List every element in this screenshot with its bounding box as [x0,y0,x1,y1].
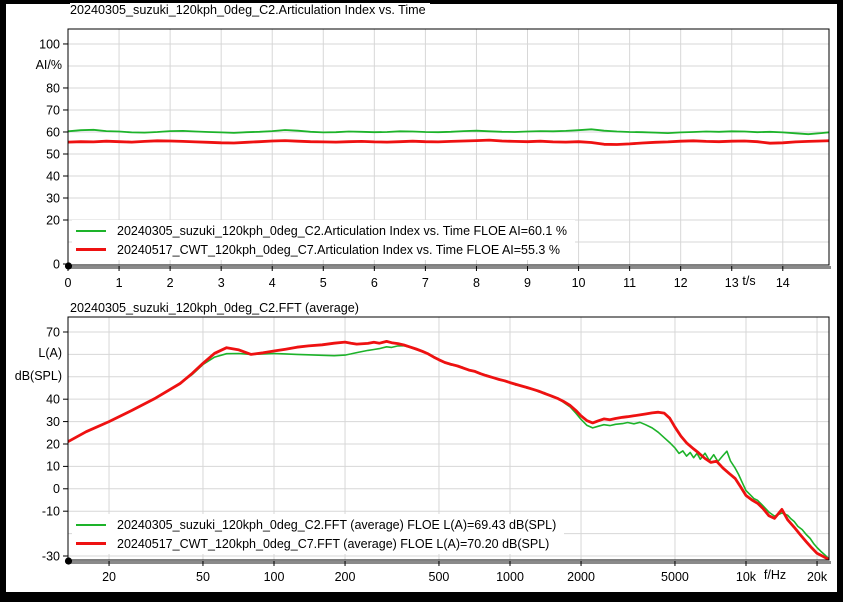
x-tick-label: 3 [218,276,225,290]
legend-label: 20240517_CWT_120kph_0deg_C7.Articulation… [117,242,560,257]
x-tick-label: 8 [473,276,480,290]
x-tick-label: 5000 [661,570,689,584]
x-tick-label: 100 [264,570,285,584]
x-tick-label: 7 [422,276,429,290]
chart-title-articulation-index: 20240305_suzuki_120kph_0deg_C2.Articulat… [70,3,430,17]
y-axis-unit-dbspl: dB(SPL) [14,369,62,383]
plot-border [67,316,830,561]
x-tick-label: 1 [116,276,123,290]
legend-articulation-index: 20240305_suzuki_120kph_0deg_C2.Articulat… [72,220,575,260]
legend-item: 20240305_suzuki_120kph_0deg_C2.FFT (aver… [74,515,556,534]
series-group [68,339,829,560]
x-tick-label: 2000 [567,570,595,584]
y-tick-label: 30 [46,415,60,429]
legend-line-green [76,229,106,232]
y-axis-unit-la: L(A) [38,346,62,360]
y-tick-label: 10 [46,460,60,474]
series-line-green [68,128,829,136]
x-tick-label: 4 [269,276,276,290]
legend-label: 20240517_CWT_120kph_0deg_C7.FFT (average… [117,536,550,551]
x-tick-label: 1000 [496,570,524,584]
legend-line-green [76,523,106,526]
series-group [68,128,829,146]
x-axis-band [66,561,831,564]
legend-item: 20240517_CWT_120kph_0deg_C7.Articulation… [74,240,567,259]
y-tick-label: 20 [46,213,60,227]
y-tick-label: 20 [46,437,60,451]
plot-border [67,28,830,266]
y-tick-label: 80 [46,81,60,95]
y-tick-label: 30 [46,191,60,205]
x-axis-band [66,266,831,269]
y-axis-unit-ai: AI/% [35,58,62,72]
x-tick-label: 2 [167,276,174,290]
x-tick-label: 12 [674,276,688,290]
y-tick-label: -30 [42,549,60,563]
y-tick-label: 0 [53,257,60,271]
origin-marker [64,262,73,270]
y-tick-label: 40 [46,169,60,183]
legend-fft-average: 20240305_suzuki_120kph_0deg_C2.FFT (aver… [72,514,565,554]
x-tick-label: 200 [335,570,356,584]
y-tick-label: -10 [42,504,60,518]
x-tick-label: 14 [776,276,790,290]
x-tick-label: 9 [524,276,531,290]
x-tick-label: 20 [102,570,116,584]
y-tick-label: 0 [53,482,60,496]
legend-label: 20240305_suzuki_120kph_0deg_C2.FFT (aver… [117,517,557,532]
x-tick-label: 50 [196,570,210,584]
series-line-red [68,339,829,560]
series-line-red [68,138,829,146]
x-tick-label: 10k [736,570,757,584]
legend-item: 20240517_CWT_120kph_0deg_C7.FFT (average… [74,534,556,553]
y-tick-label: 60 [46,125,60,139]
x-axis-unit-frequency: f/Hz [763,568,787,582]
legend-item: 20240305_suzuki_120kph_0deg_C2.Articulat… [74,221,567,240]
x-tick-label: 11 [623,276,636,290]
y-tick-label: 50 [46,147,60,161]
y-tick-label: 70 [46,103,60,117]
origin-marker [64,557,73,565]
legend-line-red [76,542,106,545]
y-tick-label: 100 [39,37,60,51]
x-axis-unit-time: t/s [742,274,756,288]
chart-title-fft-average: 20240305_suzuki_120kph_0deg_C2.FFT (aver… [70,301,363,315]
legend-line-red [76,248,106,251]
x-tick-label: 0 [65,276,72,290]
x-tick-label: 5 [320,276,327,290]
y-tick-label: 70 [46,325,60,339]
legend-label: 20240305_suzuki_120kph_0deg_C2.Articulat… [117,223,567,238]
x-tick-label: 13 [725,276,739,290]
y-tick-label: 40 [46,392,60,406]
x-tick-label: 20k [807,570,828,584]
x-tick-label: 10 [572,276,586,290]
x-tick-label: 6 [371,276,378,290]
x-tick-label: 500 [429,570,450,584]
